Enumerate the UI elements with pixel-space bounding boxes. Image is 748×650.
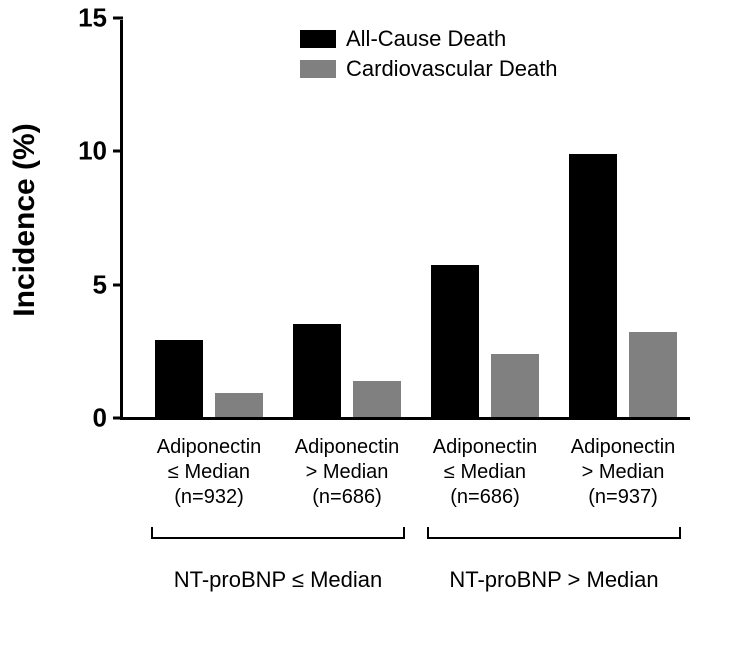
legend-label: All-Cause Death [346, 26, 506, 52]
x-group-label: Adiponectin ≤ Median (n=932) [157, 435, 262, 510]
legend-swatch [300, 30, 336, 48]
incidence-bar-chart: Incidence (%) Adiponectin ≤ Median (n=93… [0, 0, 748, 650]
y-tick-label: 15 [78, 3, 107, 34]
bar-all-cause [431, 265, 479, 417]
y-axis-label: Incidence (%) [8, 123, 42, 316]
y-tick-mark [113, 150, 123, 153]
y-tick-label: 5 [93, 269, 107, 300]
supergroup-bracket [151, 527, 405, 539]
supergroup-bracket [427, 527, 681, 539]
legend-swatch [300, 60, 336, 78]
y-tick: 15 [78, 3, 123, 34]
y-tick-mark [113, 17, 123, 20]
y-tick: 10 [78, 136, 123, 167]
bar-cv [353, 381, 401, 417]
bar-all-cause [293, 324, 341, 417]
y-tick-mark [113, 283, 123, 286]
y-tick-mark [113, 417, 123, 420]
legend-item: All-Cause Death [300, 26, 558, 52]
x-group-label: Adiponectin > Median (n=937) [571, 435, 676, 510]
supergroup-label: NT-proBNP > Median [449, 567, 658, 593]
y-tick: 5 [93, 269, 123, 300]
bar-all-cause [155, 340, 203, 417]
legend: All-Cause Death Cardiovascular Death [300, 26, 558, 86]
x-group-label: Adiponectin > Median (n=686) [295, 435, 400, 510]
bar-all-cause [569, 154, 617, 417]
bar-cv [629, 332, 677, 417]
y-tick-label: 10 [78, 136, 107, 167]
y-tick-label: 0 [93, 403, 107, 434]
supergroup-label: NT-proBNP ≤ Median [174, 567, 383, 593]
bar-cv [215, 393, 263, 417]
bar-cv [491, 354, 539, 417]
legend-item: Cardiovascular Death [300, 56, 558, 82]
y-tick: 0 [93, 403, 123, 434]
x-group-label: Adiponectin ≤ Median (n=686) [433, 435, 538, 510]
legend-label: Cardiovascular Death [346, 56, 558, 82]
